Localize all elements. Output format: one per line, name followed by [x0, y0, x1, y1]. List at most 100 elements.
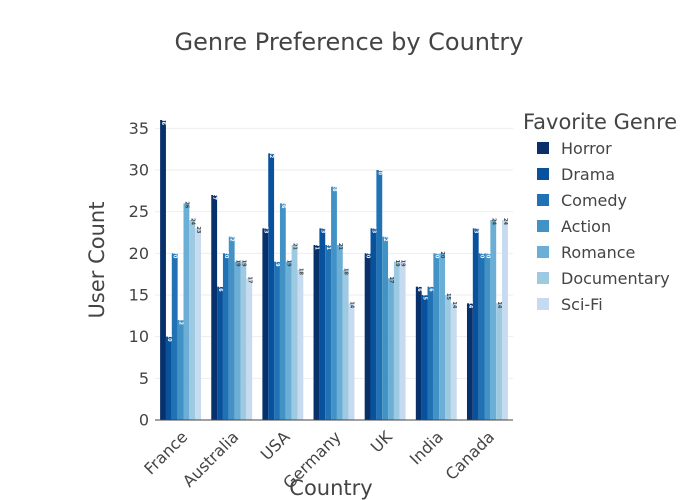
bar-comedy-germany[interactable] — [325, 245, 332, 420]
bar-value-label: 21 — [325, 243, 331, 250]
bar-value-label: 21 — [313, 243, 319, 250]
bar-value-label: 15 — [422, 293, 428, 300]
legend-swatch-drama[interactable] — [537, 168, 549, 180]
bar-value-label: 14 — [451, 301, 457, 308]
bar-horror-france[interactable] — [160, 120, 166, 420]
y-tick-label: 25 — [129, 202, 149, 221]
bar-comedy-uk[interactable] — [376, 170, 383, 420]
bar-romance-france[interactable] — [183, 203, 190, 420]
bar-value-label: 22 — [229, 235, 235, 242]
bar-sci-fi-uk[interactable] — [399, 261, 406, 420]
bar-romance-uk[interactable] — [388, 278, 394, 420]
bar-value-label: 21 — [292, 243, 298, 250]
bar-action-uk[interactable] — [382, 236, 389, 420]
bar-value-label: 23 — [319, 226, 325, 233]
bar-sci-fi-usa[interactable] — [297, 270, 304, 420]
bar-sci-fi-canada[interactable] — [502, 220, 508, 420]
y-tick-label: 10 — [129, 327, 149, 346]
bar-horror-india[interactable] — [415, 286, 422, 420]
bar-romance-usa[interactable] — [285, 261, 292, 420]
bar-comedy-australia[interactable] — [222, 253, 229, 420]
bar-action-australia[interactable] — [228, 236, 235, 420]
bar-documentary-india[interactable] — [445, 295, 451, 420]
chart-title: Genre Preference by Country — [175, 28, 524, 56]
legend-label-sci-fi[interactable]: Sci-Fi — [561, 295, 603, 314]
bar-action-germany[interactable] — [331, 186, 337, 420]
legend-swatch-horror[interactable] — [537, 142, 549, 154]
bar-sci-fi-india[interactable] — [450, 303, 457, 420]
bar-documentary-uk[interactable] — [393, 261, 400, 420]
bar-value-label: 23 — [195, 226, 201, 233]
bar-value-label: 22 — [382, 235, 388, 242]
bar-value-label: 32 — [268, 151, 274, 158]
legend-swatch-documentary[interactable] — [537, 272, 549, 284]
bar-action-usa[interactable] — [279, 203, 286, 420]
bar-drama-usa[interactable] — [268, 153, 275, 420]
y-axis-ticks: 0 5 10 15 20 25 30 35 — [129, 119, 149, 430]
bar-documentary-canada[interactable] — [496, 303, 503, 420]
bar-value-label: 20 — [223, 251, 229, 258]
bar-drama-france[interactable] — [165, 336, 172, 420]
bar-drama-uk[interactable] — [370, 228, 377, 420]
bar-value-label: 20 — [365, 251, 371, 258]
bar-documentary-australia[interactable] — [240, 261, 247, 420]
bar-drama-germany[interactable] — [319, 228, 326, 420]
bar-value-label: 17 — [246, 276, 252, 283]
bar-action-india[interactable] — [433, 253, 440, 420]
bar-documentary-france[interactable] — [189, 220, 196, 420]
bar-romance-canada[interactable] — [490, 220, 497, 420]
legend-swatch-action[interactable] — [537, 220, 549, 232]
bar-value-label: 19 — [274, 260, 280, 267]
bar-romance-germany[interactable] — [336, 245, 343, 420]
legend-swatch-sci-fi[interactable] — [537, 298, 549, 310]
bar-horror-usa[interactable] — [262, 228, 269, 420]
bar-comedy-france[interactable] — [171, 253, 178, 420]
y-tick-label: 35 — [129, 119, 149, 138]
bar-action-canada[interactable] — [484, 253, 491, 420]
legend-label-documentary[interactable]: Documentary — [561, 269, 670, 288]
bar-value-label: 30 — [376, 168, 382, 175]
bar-documentary-usa[interactable] — [291, 245, 298, 420]
legend-swatch-comedy[interactable] — [537, 194, 549, 206]
legend-items: Horror Drama Comedy Action Romance Documentar… — [537, 139, 670, 314]
legend-swatch-romance[interactable] — [537, 246, 549, 258]
bar-comedy-india[interactable] — [427, 286, 434, 420]
bar-horror-canada[interactable] — [466, 303, 473, 420]
bar-value-label: 16 — [427, 285, 433, 292]
bar-sci-fi-france[interactable] — [195, 228, 202, 420]
bar-romance-australia[interactable] — [234, 261, 241, 420]
bar-value-label: 20 — [484, 251, 490, 258]
bar-value-label: 14 — [496, 301, 502, 308]
bar-value-label: 20 — [433, 251, 439, 258]
bar-horror-australia[interactable] — [211, 195, 218, 420]
bar-value-label: 23 — [370, 226, 376, 233]
bar-documentary-germany[interactable] — [342, 270, 349, 420]
bar-value-label: 20 — [172, 251, 178, 258]
bar-romance-india[interactable] — [439, 253, 446, 420]
bar-value-label: 12 — [178, 318, 184, 325]
bar-value-label: 19 — [235, 260, 241, 267]
bar-action-france[interactable] — [177, 320, 184, 420]
bar-sci-fi-germany[interactable] — [348, 303, 355, 420]
legend-label-romance[interactable]: Romance — [561, 243, 635, 262]
bar-comedy-usa[interactable] — [274, 261, 280, 420]
bar-comedy-canada[interactable] — [478, 253, 485, 420]
x-tick-label-france: France — [140, 427, 191, 478]
bar-horror-germany[interactable] — [313, 245, 320, 420]
y-tick-label: 20 — [129, 244, 149, 263]
legend-label-drama[interactable]: Drama — [561, 165, 615, 184]
bar-value-label: 23 — [473, 226, 479, 233]
bar-value-label: 16 — [416, 285, 422, 292]
bar-drama-australia[interactable] — [217, 286, 223, 420]
legend-label-horror[interactable]: Horror — [561, 139, 612, 158]
legend-title: Favorite Genre — [523, 110, 677, 134]
bar-value-label: 24 — [490, 218, 496, 225]
bar-horror-uk[interactable] — [364, 253, 371, 420]
legend-label-comedy[interactable]: Comedy — [561, 191, 627, 210]
bar-drama-india[interactable] — [421, 295, 428, 420]
y-axis-title: User Count — [85, 202, 109, 319]
bar-drama-canada[interactable] — [472, 228, 479, 420]
legend-label-action[interactable]: Action — [561, 217, 611, 236]
bar-sci-fi-australia[interactable] — [246, 278, 253, 420]
